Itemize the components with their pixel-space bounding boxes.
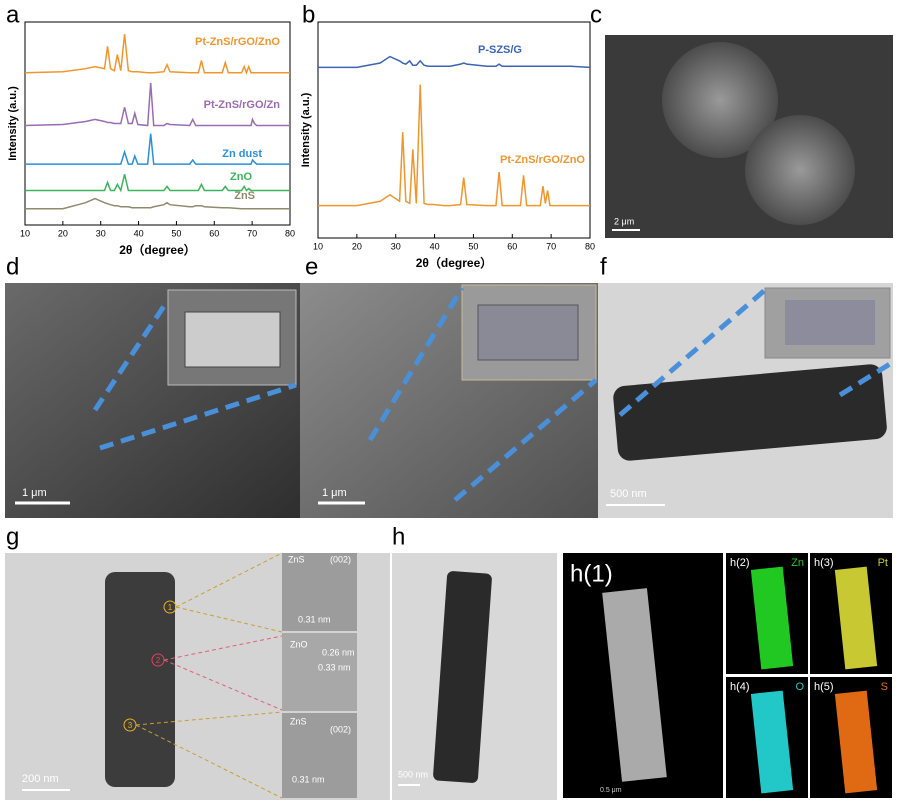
map-label: h(5) <box>814 681 834 693</box>
panel-letter: b <box>302 1 315 28</box>
plane: (002) <box>330 554 351 564</box>
map-signal <box>750 690 794 794</box>
d-spacing: 0.31 nm <box>292 774 325 784</box>
x-tick-label: 50 <box>468 241 478 251</box>
scale-label: 500 nm <box>398 769 428 779</box>
marker-label: 2 <box>156 656 161 665</box>
xrd-pattern <box>25 174 290 193</box>
x-tick-label: 70 <box>546 241 556 251</box>
x-tick-label: 80 <box>285 228 295 238</box>
legend-label: ZnO <box>230 171 252 183</box>
map-title: h(1) <box>570 560 613 587</box>
panel-letter: g <box>6 523 19 550</box>
map-element: S <box>881 681 888 693</box>
plot-frame <box>317 21 591 239</box>
legend-label: P-SZS/G <box>478 44 522 56</box>
xrd-pattern <box>318 55 591 69</box>
xrd-pattern <box>24 82 290 127</box>
rod <box>105 572 175 787</box>
hrtem-inset <box>282 713 357 798</box>
rod <box>433 571 492 783</box>
xrd-pattern <box>25 133 290 165</box>
map-signal <box>834 566 878 670</box>
scale-label: 1 μm <box>322 487 347 499</box>
x-tick-label: 20 <box>58 228 68 238</box>
guide-line <box>92 298 297 451</box>
x-tick-label: 20 <box>352 241 362 251</box>
plot-frame <box>24 21 291 226</box>
x-tick-label: 60 <box>209 228 219 238</box>
x-tick-label: 40 <box>430 241 440 251</box>
map-element: O <box>795 681 804 693</box>
legend-label: ZnS <box>234 190 255 202</box>
xrd-pattern <box>318 84 590 207</box>
scale-label: 200 nm <box>22 773 59 785</box>
map-signal <box>750 566 794 670</box>
xrd-pattern <box>25 197 290 210</box>
d-spacing: 0.31 nm <box>298 614 331 624</box>
plane: (002) <box>330 724 351 734</box>
hrtem-inset <box>282 553 357 631</box>
rod <box>602 588 667 782</box>
y-axis-label: Intensity (a.u.) <box>7 86 19 161</box>
model <box>184 311 281 368</box>
scale-label: 0.5 μm <box>600 787 622 794</box>
model <box>477 304 579 361</box>
scale-label: 1 μm <box>22 487 47 499</box>
d-spacing: 0.26 nm <box>322 647 355 657</box>
legend-label: Pt-ZnS/rGO/ZnO <box>500 154 585 166</box>
x-tick-label: 60 <box>507 241 517 251</box>
map-element: Zn <box>791 557 804 569</box>
xrd-pattern <box>24 34 290 75</box>
guide-line <box>367 286 598 502</box>
phase: ZnO <box>290 639 308 649</box>
x-tick-label: 10 <box>20 228 30 238</box>
marker-label: 1 <box>168 603 173 612</box>
panel-letter: a <box>6 1 20 28</box>
panel-letter: e <box>305 253 318 280</box>
x-axis-label: 2θ（degree） <box>416 255 493 270</box>
x-tick-label: 30 <box>96 228 106 238</box>
scale-label: 2 μm <box>614 216 634 226</box>
x-axis-label: 2θ（degree） <box>119 242 196 257</box>
map-element: Pt <box>878 557 888 569</box>
marker-label: 3 <box>128 721 133 730</box>
phase: ZnS <box>290 716 307 726</box>
model <box>785 300 875 345</box>
panel-letter: c <box>590 1 602 28</box>
legend-label: Zn dust <box>222 148 262 160</box>
callout <box>163 635 283 711</box>
panel-letter: f <box>600 253 607 280</box>
legend-label: Pt-ZnS/rGO/ZnO <box>195 36 280 48</box>
x-tick-label: 80 <box>585 241 595 251</box>
x-tick-label: 70 <box>247 228 257 238</box>
map-label: h(4) <box>730 681 750 693</box>
sphere <box>662 42 778 158</box>
x-tick-label: 10 <box>313 241 323 251</box>
map-label: h(2) <box>730 557 750 569</box>
guide-line <box>618 288 895 417</box>
legend-label: Pt-ZnS/rGO/Zn <box>204 99 281 111</box>
panel-letter: h <box>392 523 405 550</box>
callout <box>135 552 283 799</box>
map-label: h(3) <box>814 557 834 569</box>
rod <box>613 364 887 461</box>
scale-label: 500 nm <box>610 488 647 500</box>
map-signal <box>834 690 878 794</box>
x-tick-label: 40 <box>134 228 144 238</box>
hrtem-inset <box>282 633 357 711</box>
sphere <box>745 115 855 225</box>
d-spacing: 0.33 nm <box>318 662 351 672</box>
x-tick-label: 30 <box>391 241 401 251</box>
panel-letter: d <box>6 253 19 280</box>
x-tick-label: 50 <box>171 228 181 238</box>
y-axis-label: Intensity (a.u.) <box>300 92 312 167</box>
phase: ZnS <box>288 554 305 564</box>
